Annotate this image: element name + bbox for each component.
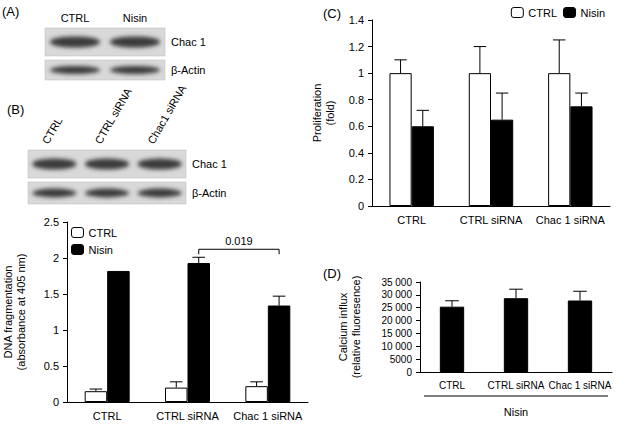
svg-text:Chac 1: Chac 1 [192, 158, 227, 170]
svg-text:1.4: 1.4 [349, 14, 364, 26]
svg-text:Calcium influx: Calcium influx [337, 292, 349, 361]
svg-text:Chac 1 siRNA: Chac 1 siRNA [549, 380, 612, 391]
svg-text:25 000: 25 000 [381, 302, 412, 313]
svg-text:35 000: 35 000 [381, 277, 412, 288]
svg-text:Nisin: Nisin [581, 7, 605, 19]
svg-text:5000: 5000 [390, 354, 413, 365]
svg-text:β-Actin: β-Actin [171, 64, 205, 76]
svg-text:1: 1 [358, 67, 364, 79]
svg-text:Chac 1 siRNA: Chac 1 siRNA [536, 214, 606, 226]
svg-text:0.4: 0.4 [349, 147, 364, 159]
svg-text:Chac1 siRNA: Chac1 siRNA [145, 82, 189, 146]
svg-text:0.2: 0.2 [349, 173, 364, 185]
svg-text:Chac 1 siRNA: Chac 1 siRNA [233, 410, 303, 422]
svg-text:CTRL siRNA: CTRL siRNA [460, 214, 523, 226]
svg-text:CTRL: CTRL [40, 115, 65, 146]
svg-text:(relative fluoresence): (relative fluoresence) [350, 276, 362, 379]
svg-text:10 000: 10 000 [381, 341, 412, 352]
svg-text:0.019: 0.019 [225, 235, 253, 247]
svg-text:2.5: 2.5 [44, 216, 59, 228]
svg-text:0: 0 [358, 200, 364, 212]
svg-text:0.5: 0.5 [44, 360, 59, 372]
svg-text:CTRL: CTRL [397, 214, 426, 226]
svg-text:DNA fragmentation: DNA fragmentation [2, 266, 14, 359]
svg-text:20 000: 20 000 [381, 315, 412, 326]
svg-text:Nisin: Nisin [123, 12, 147, 24]
svg-text:CTRL siRNA: CTRL siRNA [92, 85, 134, 146]
svg-text:1: 1 [53, 324, 59, 336]
svg-text:(B): (B) [7, 102, 24, 117]
svg-text:(absorbance at 405 nm): (absorbance at 405 nm) [15, 254, 27, 371]
svg-text:0.6: 0.6 [349, 120, 364, 132]
svg-text:30 000: 30 000 [381, 289, 412, 300]
svg-text:CTRL: CTRL [439, 380, 466, 391]
svg-text:1.2: 1.2 [349, 41, 364, 53]
svg-text:0: 0 [406, 367, 412, 378]
svg-text:1.5: 1.5 [44, 288, 59, 300]
svg-text:15 000: 15 000 [381, 328, 412, 339]
svg-text:(C): (C) [323, 6, 341, 21]
svg-text:CTRL: CTRL [61, 12, 90, 24]
svg-text:CTRL: CTRL [93, 410, 122, 422]
svg-text:CTRL: CTRL [89, 227, 118, 239]
svg-text:β-Actin: β-Actin [192, 187, 226, 199]
svg-text:Chac 1: Chac 1 [171, 36, 206, 48]
svg-text:(D): (D) [323, 266, 341, 281]
svg-text:(fold): (fold) [324, 100, 336, 125]
svg-text:(A): (A) [2, 4, 19, 19]
svg-text:CTRL: CTRL [528, 7, 557, 19]
svg-text:0.8: 0.8 [349, 94, 364, 106]
svg-text:2: 2 [53, 252, 59, 264]
svg-text:0: 0 [53, 396, 59, 408]
svg-text:CTRL siRNA: CTRL siRNA [488, 380, 545, 391]
svg-text:Proliferation: Proliferation [311, 84, 323, 143]
svg-text:Nisin: Nisin [504, 406, 528, 418]
svg-text:CTRL siRNA: CTRL siRNA [156, 410, 219, 422]
svg-text:Nisin: Nisin [89, 244, 113, 256]
